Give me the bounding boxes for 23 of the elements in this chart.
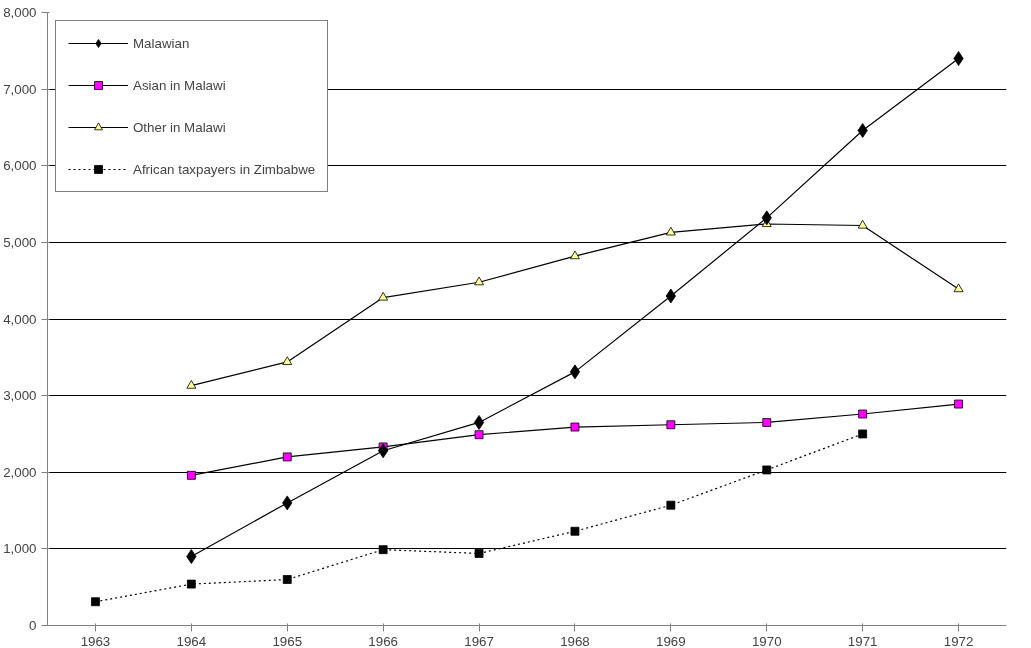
x-tick-label: 1972 — [943, 633, 974, 648]
x-tick-label: 1965 — [272, 633, 303, 648]
legend-label: African taxpayers in Zimbabwe — [133, 161, 316, 177]
legend-label: Asian in Malawi — [133, 77, 226, 93]
y-tick-label: 1,000 — [3, 541, 37, 557]
x-tick-label: 1968 — [560, 633, 590, 648]
x-tick-label: 1963 — [80, 633, 111, 648]
legend-label: Other in Malawi — [133, 119, 226, 135]
y-tick-label: 5,000 — [3, 234, 37, 250]
y-tick-label: 0 — [29, 618, 37, 633]
legend-label: Malawian — [133, 35, 190, 51]
x-tick-label: 1971 — [847, 633, 878, 648]
y-tick-label: 8,000 — [3, 5, 37, 20]
x-tick-label: 1967 — [464, 633, 494, 648]
y-tick-label: 3,000 — [3, 388, 37, 404]
y-tick-label: 6,000 — [3, 158, 37, 174]
y-tick-label: 4,000 — [3, 311, 37, 327]
x-tick-label: 1969 — [656, 633, 686, 648]
y-tick-label: 2,000 — [3, 464, 37, 480]
x-tick-label: 1970 — [751, 633, 782, 648]
x-tick-label: 1966 — [368, 633, 398, 648]
x-tick-label: 1964 — [176, 633, 207, 648]
y-tick-label: 7,000 — [3, 81, 37, 97]
